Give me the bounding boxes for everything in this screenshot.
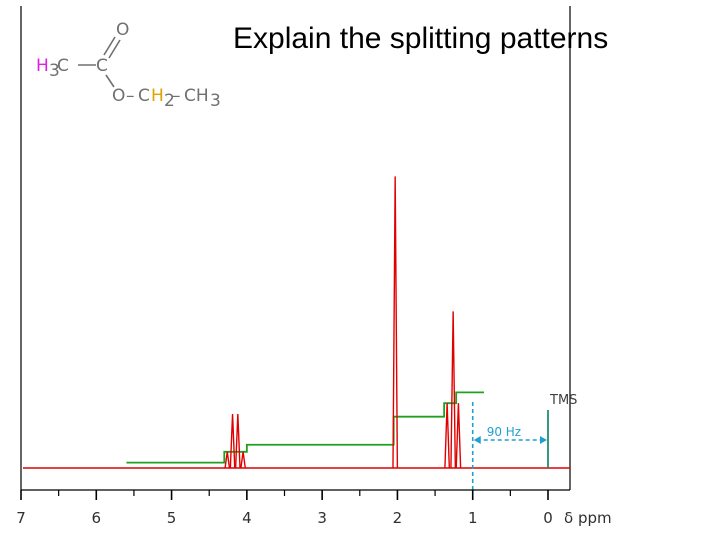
bond-c-o-double-a	[103, 36, 116, 56]
carbonyl-o: O	[116, 20, 129, 40]
tick-label: 6	[92, 509, 102, 527]
methyl-h: H	[36, 56, 49, 76]
peak-6	[450, 311, 457, 469]
ch2-sub: 2	[164, 91, 175, 111]
ch3-group: CH	[184, 86, 209, 106]
tick-label: 4	[242, 509, 252, 527]
ch2-c: C	[138, 86, 150, 106]
hz-label: 90 Hz	[487, 425, 521, 439]
methyl-sub: 3	[49, 61, 60, 81]
hz-arrow-left	[473, 436, 481, 444]
integration-line	[126, 391, 485, 464]
carbonyl-c: C	[96, 56, 108, 76]
tick-label: 3	[317, 509, 327, 527]
ethyl-acetate-structure: H 3 C C O O – C H 2 – CH 3	[36, 20, 221, 111]
annotations: TMS 90 Hz	[471, 393, 577, 492]
dash-2: –	[172, 86, 181, 106]
peak-2	[234, 413, 241, 469]
bond-c-o-ester	[105, 74, 115, 88]
peaks	[23, 176, 570, 469]
tick-label: 2	[393, 509, 403, 527]
hz-arrow-right	[540, 436, 547, 444]
dash-1: –	[126, 86, 135, 106]
integration-curve	[126, 391, 485, 464]
slide-title: Explain the splitting patterns	[233, 22, 609, 55]
peak-7	[455, 403, 462, 469]
methyl-c: C	[57, 56, 69, 76]
ch3-sub: 3	[210, 91, 221, 111]
peak-4	[392, 176, 399, 469]
peak-3	[240, 451, 246, 469]
tick-label: 7	[16, 509, 26, 527]
tick-label: 0	[543, 509, 553, 527]
peak-1	[229, 413, 236, 469]
tick-label: 5	[167, 509, 177, 527]
tms-label: TMS	[549, 393, 577, 408]
peak-0	[224, 451, 231, 469]
bond-c-o-double-b	[108, 39, 121, 59]
tick-label: 1	[468, 509, 478, 527]
x-axis-label: δ ppm	[564, 509, 612, 527]
ch2-h: H	[151, 86, 164, 106]
x-axis: 7 6 5 4 3 2 1 0 δ ppm	[16, 489, 612, 527]
peak-5	[444, 403, 451, 469]
ester-o: O	[112, 86, 125, 106]
